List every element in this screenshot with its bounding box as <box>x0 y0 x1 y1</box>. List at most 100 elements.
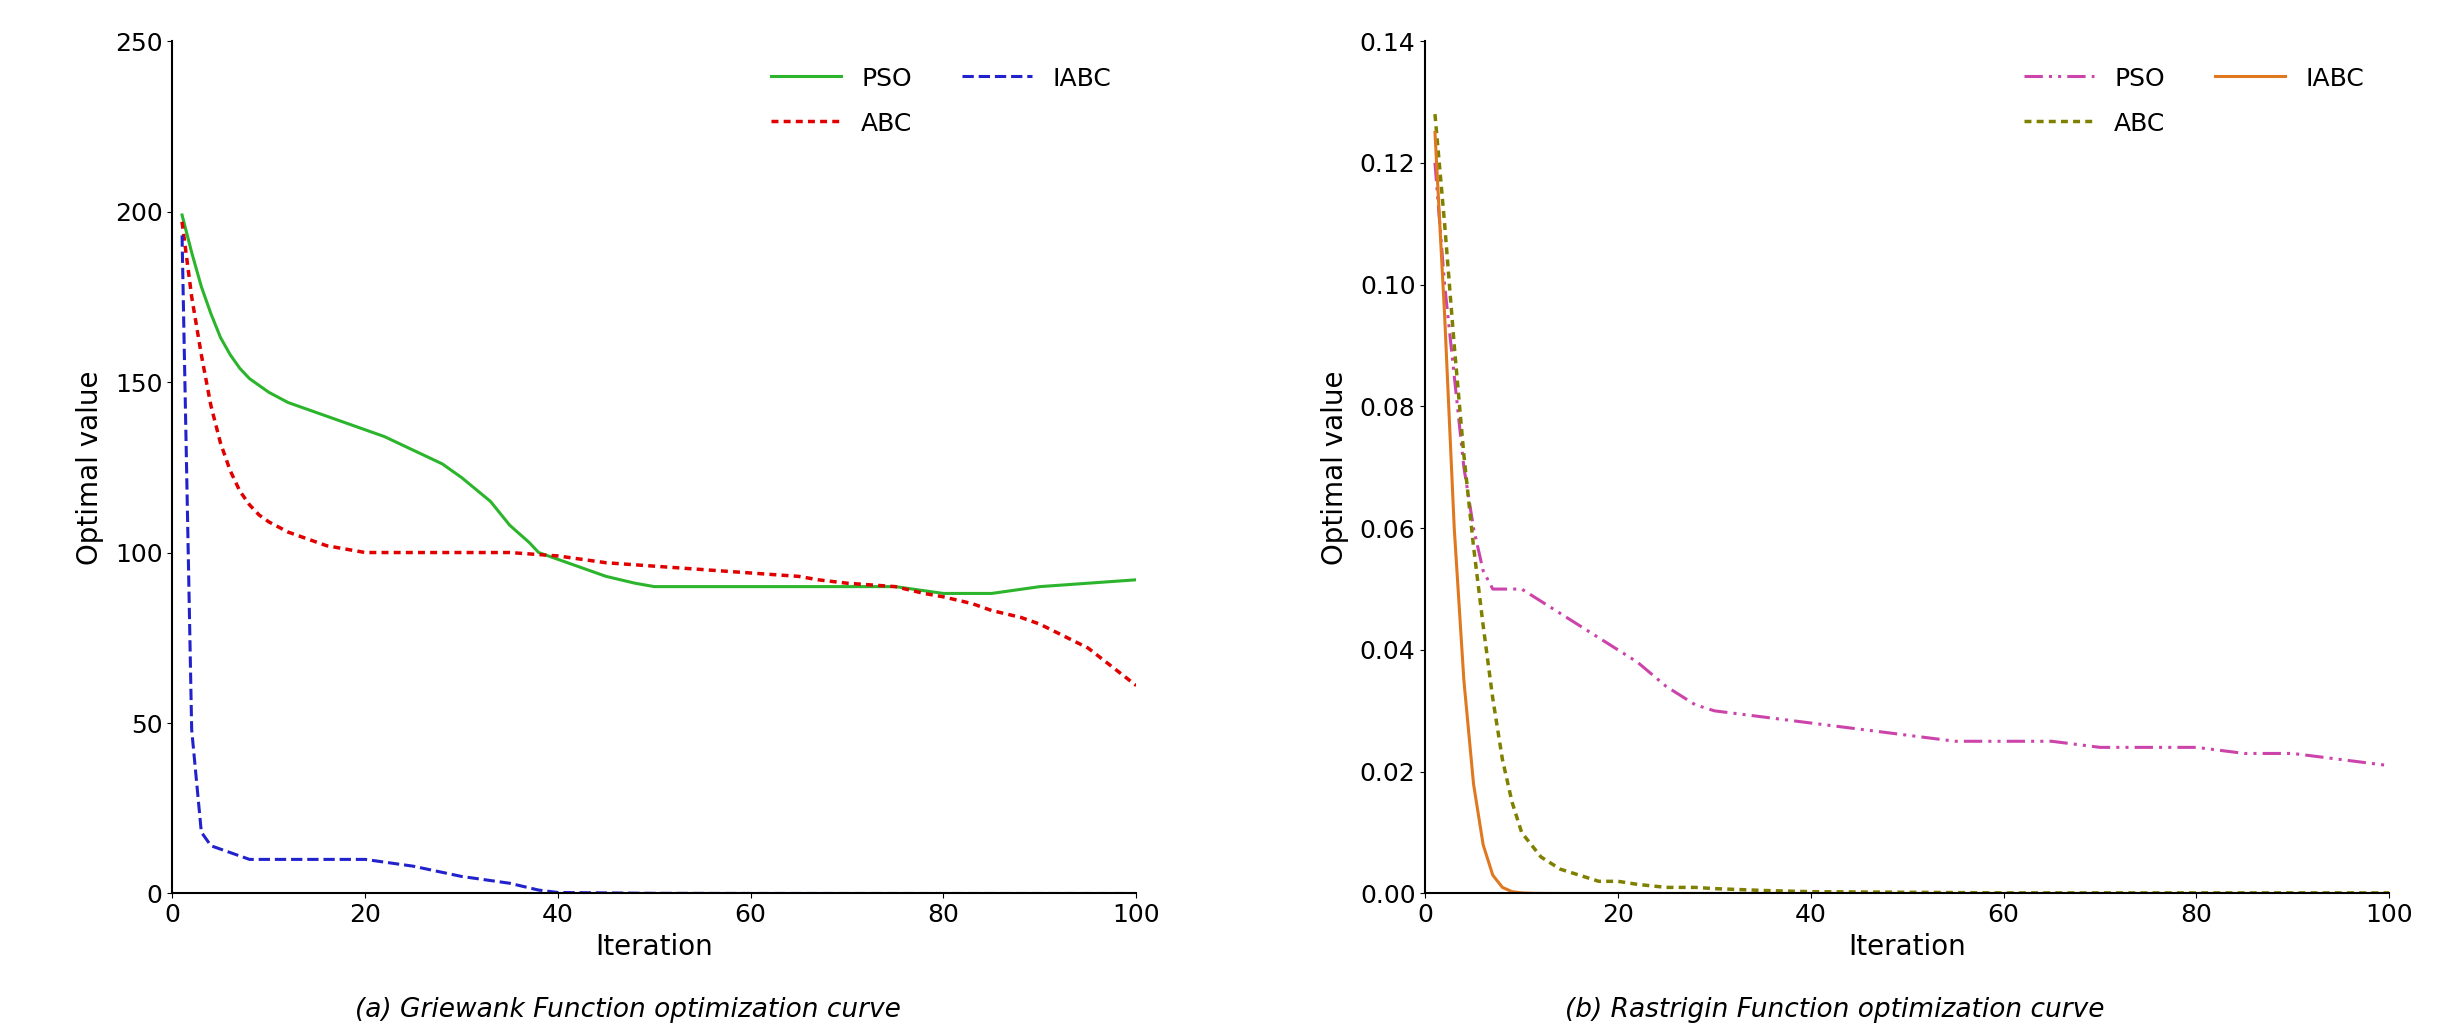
IABC <box>177 724 207 736</box>
PSO <box>2374 760 2404 772</box>
IABC <box>1478 869 1507 881</box>
IABC <box>1025 887 1054 900</box>
PSO <box>244 379 273 391</box>
PSO <box>224 363 254 375</box>
IABC <box>1448 674 1478 686</box>
PSO <box>1448 461 1478 473</box>
PSO <box>1488 583 1517 596</box>
Line: IABC: IABC <box>1436 132 2389 893</box>
IABC <box>2182 887 2212 900</box>
PSO <box>197 308 227 320</box>
ABC <box>207 438 236 450</box>
IABC <box>234 853 264 866</box>
Text: (b) Rastrigin Function optimization curve: (b) Rastrigin Function optimization curv… <box>1564 997 2106 1023</box>
PSO <box>879 580 909 593</box>
ABC <box>640 560 670 572</box>
PSO <box>1845 723 1874 735</box>
PSO <box>475 495 505 507</box>
ABC <box>224 485 254 497</box>
PSO <box>234 373 264 385</box>
IABC <box>1121 887 1150 900</box>
ABC <box>1488 754 1517 766</box>
ABC <box>313 539 342 551</box>
IABC <box>1603 887 1633 900</box>
PSO <box>2325 754 2355 766</box>
ABC <box>446 546 475 559</box>
PSO <box>293 404 323 416</box>
ABC <box>234 499 264 511</box>
Line: IABC: IABC <box>182 235 1135 893</box>
PSO <box>1468 565 1498 577</box>
IABC <box>1421 126 1451 139</box>
PSO <box>1458 522 1488 534</box>
ABC <box>2374 886 2404 899</box>
ABC <box>1699 882 1729 895</box>
ABC <box>2182 886 2212 899</box>
ABC <box>1458 540 1488 553</box>
PSO <box>1121 574 1150 586</box>
ABC <box>736 567 766 579</box>
ABC <box>330 543 360 556</box>
ABC <box>273 526 303 538</box>
IABC <box>1488 881 1517 893</box>
PSO <box>1025 580 1054 593</box>
IABC <box>1554 887 1584 900</box>
IABC <box>495 877 525 889</box>
ABC <box>544 549 574 562</box>
IABC <box>244 853 273 866</box>
PSO <box>736 580 766 593</box>
PSO <box>978 587 1007 600</box>
IABC <box>167 229 197 241</box>
IABC <box>197 840 227 852</box>
IABC <box>399 860 429 872</box>
IABC <box>303 853 333 866</box>
ABC <box>803 574 832 586</box>
PSO <box>1892 729 1921 741</box>
ABC <box>1478 692 1507 705</box>
PSO <box>177 246 207 259</box>
Y-axis label: Optimal value: Optimal value <box>1320 370 1350 565</box>
ABC <box>879 580 909 593</box>
ABC <box>1988 886 2017 899</box>
X-axis label: Iteration: Iteration <box>1847 933 1965 961</box>
PSO <box>429 458 458 470</box>
ABC <box>1005 611 1034 623</box>
ABC <box>1653 881 1682 893</box>
IABC <box>640 887 670 900</box>
IABC <box>736 887 766 900</box>
ABC <box>293 533 323 545</box>
PSO <box>2229 748 2259 760</box>
PSO <box>369 430 399 443</box>
PSO <box>1564 619 1594 632</box>
X-axis label: Iteration: Iteration <box>596 933 714 961</box>
PSO <box>207 332 236 344</box>
ABC <box>167 216 197 228</box>
PSO <box>399 444 429 456</box>
ABC <box>958 598 988 610</box>
PSO <box>313 410 342 422</box>
PSO <box>1623 656 1653 669</box>
PSO <box>783 580 813 593</box>
PSO <box>2037 735 2066 748</box>
IABC <box>2374 887 2404 900</box>
IABC <box>264 853 293 866</box>
ABC <box>591 557 621 569</box>
PSO <box>1544 607 1574 619</box>
IABC <box>2086 887 2116 900</box>
Text: (a) Griewank Function optimization curve: (a) Griewank Function optimization curve <box>355 997 901 1023</box>
IABC <box>1537 887 1566 900</box>
IABC <box>1498 885 1527 898</box>
ABC <box>1448 449 1478 461</box>
PSO <box>187 280 217 293</box>
IABC <box>1431 309 1461 321</box>
ABC <box>1498 796 1527 808</box>
PSO <box>2086 741 2116 754</box>
ABC <box>1421 108 1451 120</box>
ABC <box>495 546 525 559</box>
PSO <box>1438 370 1468 382</box>
ABC <box>1796 885 1825 898</box>
IABC <box>1796 887 1825 900</box>
PSO <box>495 519 525 531</box>
IABC <box>350 853 379 866</box>
PSO <box>446 471 475 484</box>
